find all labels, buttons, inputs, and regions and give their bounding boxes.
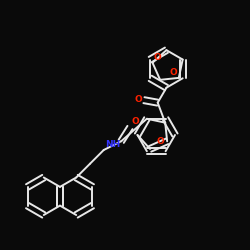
Text: O: O [154,53,162,62]
Text: O: O [135,95,143,104]
Text: O: O [170,68,177,77]
Text: O: O [156,137,164,146]
Text: O: O [131,117,139,126]
Text: NH: NH [105,140,120,149]
